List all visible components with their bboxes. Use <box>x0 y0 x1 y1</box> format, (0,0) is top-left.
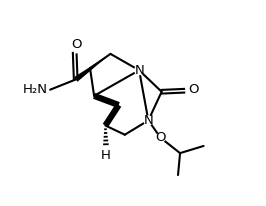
Text: N: N <box>134 64 144 77</box>
Circle shape <box>156 133 166 143</box>
Text: O: O <box>155 131 166 144</box>
Text: O: O <box>188 83 198 96</box>
Text: H: H <box>101 149 111 162</box>
Polygon shape <box>74 54 110 82</box>
Circle shape <box>143 115 153 125</box>
Text: O: O <box>72 38 82 51</box>
Text: H₂N: H₂N <box>23 83 48 96</box>
Circle shape <box>134 65 144 75</box>
Text: N: N <box>143 114 153 127</box>
